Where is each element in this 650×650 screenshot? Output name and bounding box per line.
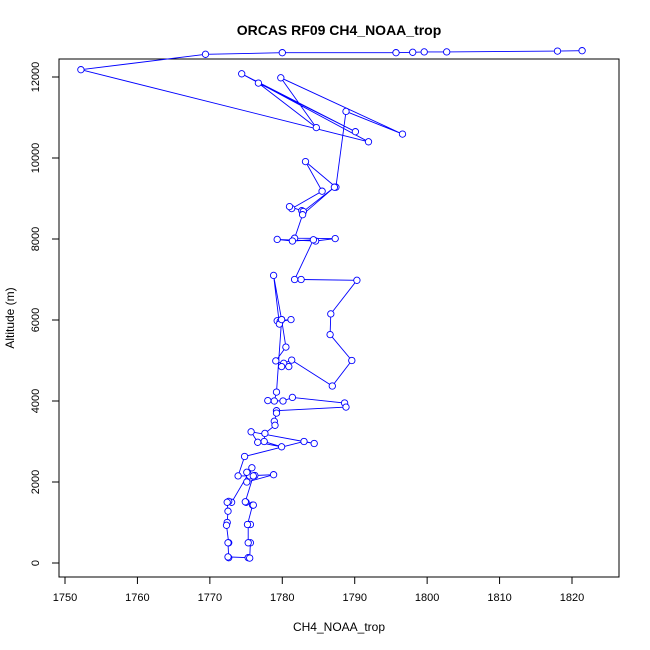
data-point bbox=[246, 554, 254, 562]
x-tick-label: 1770 bbox=[198, 592, 222, 604]
data-point bbox=[288, 393, 297, 402]
data-point bbox=[348, 356, 356, 365]
data-point bbox=[318, 187, 326, 195]
y-tick-label: 8000 bbox=[30, 227, 42, 251]
data-point bbox=[278, 49, 286, 57]
data-point bbox=[272, 388, 281, 396]
data-point bbox=[277, 74, 285, 82]
x-tick-label: 1800 bbox=[415, 592, 439, 604]
data-point bbox=[327, 310, 335, 318]
data-point bbox=[285, 362, 293, 371]
data-point bbox=[249, 472, 257, 480]
data-point bbox=[409, 48, 417, 56]
data-point bbox=[351, 128, 360, 136]
data-point bbox=[310, 439, 318, 448]
data-point bbox=[282, 343, 290, 351]
data-point bbox=[201, 50, 210, 58]
data-point bbox=[553, 47, 562, 55]
data-point bbox=[288, 356, 296, 364]
data-point bbox=[297, 275, 305, 284]
data-point bbox=[288, 237, 297, 245]
y-tick-label: 4000 bbox=[30, 389, 42, 413]
data-point bbox=[342, 403, 350, 411]
data-point bbox=[331, 234, 339, 243]
x-tick-label: 1790 bbox=[342, 592, 366, 604]
data-point bbox=[223, 498, 231, 506]
series-line bbox=[80, 50, 583, 559]
data-point bbox=[260, 437, 268, 446]
data-point bbox=[224, 553, 232, 561]
data-point bbox=[300, 437, 308, 446]
data-point bbox=[287, 315, 295, 324]
y-tick-label: 12000 bbox=[30, 62, 42, 93]
data-point bbox=[326, 330, 334, 339]
data-point bbox=[254, 79, 263, 87]
data-point bbox=[271, 421, 279, 429]
data-point bbox=[309, 236, 318, 244]
data-point bbox=[364, 138, 373, 146]
x-tick-label: 1750 bbox=[53, 592, 77, 604]
data-point bbox=[238, 70, 246, 78]
data-point bbox=[248, 464, 256, 472]
data-point bbox=[285, 202, 294, 211]
x-tick-label: 1820 bbox=[560, 592, 584, 604]
x-axis: 1750 1760 1770 1780 1790 1800 1810 1820 bbox=[53, 576, 584, 604]
plot-area-frame bbox=[58, 58, 620, 578]
data-point bbox=[269, 471, 278, 479]
data-point bbox=[342, 107, 350, 116]
data-point bbox=[270, 397, 278, 405]
data-point bbox=[269, 271, 278, 280]
data-point bbox=[243, 478, 251, 486]
data-point bbox=[244, 539, 252, 547]
data-point bbox=[77, 66, 85, 74]
data-point bbox=[247, 428, 255, 436]
y-tick-label: 6000 bbox=[30, 308, 42, 332]
data-point bbox=[249, 501, 257, 509]
chart-title: ORCAS RF09 CH4_NOAA_trop bbox=[237, 22, 442, 38]
data-point bbox=[277, 362, 286, 371]
data-point bbox=[243, 468, 251, 476]
x-axis-label: CH4_NOAA_trop bbox=[293, 620, 385, 634]
data-point bbox=[298, 211, 307, 219]
data-point bbox=[264, 396, 272, 405]
data-point bbox=[261, 429, 269, 438]
y-tick-label: 2000 bbox=[30, 470, 42, 494]
data-point bbox=[277, 315, 286, 324]
data-point bbox=[272, 357, 280, 365]
y-tick-label: 0 bbox=[30, 560, 42, 566]
data-point bbox=[301, 157, 310, 166]
data-point bbox=[240, 452, 249, 461]
data-point bbox=[328, 382, 336, 390]
data-point bbox=[224, 507, 232, 515]
data-point bbox=[353, 276, 361, 284]
data-point bbox=[330, 183, 339, 191]
y-axis-label: Altitude (m) bbox=[3, 287, 17, 348]
data-point bbox=[398, 130, 407, 138]
data-point bbox=[273, 235, 281, 244]
x-tick-label: 1760 bbox=[125, 592, 149, 604]
data-point bbox=[578, 47, 586, 55]
data-point bbox=[443, 48, 451, 56]
y-tick-label: 10000 bbox=[30, 143, 42, 174]
data-point bbox=[277, 443, 286, 451]
x-tick-label: 1810 bbox=[487, 592, 511, 604]
data-point bbox=[241, 498, 249, 506]
x-tick-label: 1780 bbox=[270, 592, 294, 604]
data-point bbox=[272, 409, 281, 417]
data-point bbox=[224, 539, 232, 547]
y-axis: 0 2000 4000 6000 8000 10000 12000 bbox=[30, 62, 60, 566]
data-point bbox=[312, 123, 320, 132]
data-point bbox=[234, 472, 242, 480]
data-point bbox=[420, 48, 428, 56]
data-point bbox=[243, 520, 252, 529]
series-layer bbox=[77, 47, 586, 562]
data-point bbox=[392, 49, 400, 57]
data-point bbox=[222, 521, 231, 529]
data-point bbox=[290, 275, 299, 284]
data-point bbox=[254, 438, 262, 446]
data-point bbox=[279, 397, 287, 405]
